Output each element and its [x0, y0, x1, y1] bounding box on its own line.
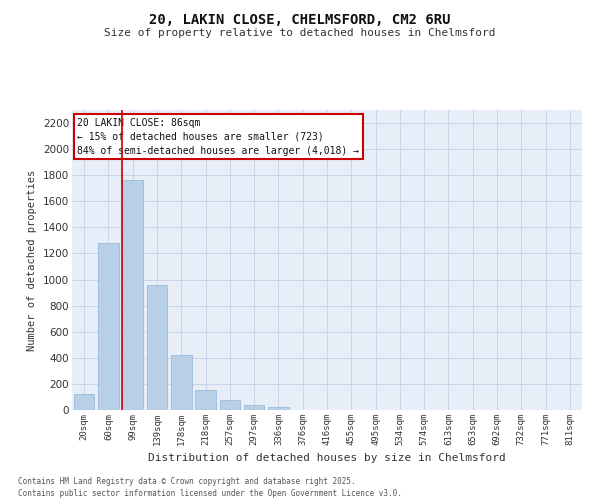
Bar: [74, 394, 94, 410]
Text: 20, LAKIN CLOSE, CHELMSFORD, CM2 6RU: 20, LAKIN CLOSE, CHELMSFORD, CM2 6RU: [149, 12, 451, 26]
Bar: [268, 408, 289, 410]
Bar: [98, 243, 119, 410]
Bar: [244, 406, 265, 410]
Text: 20 LAKIN CLOSE: 86sqm
← 15% of detached houses are smaller (723)
84% of semi-det: 20 LAKIN CLOSE: 86sqm ← 15% of detached …: [77, 118, 359, 156]
Bar: [122, 180, 143, 410]
Bar: [195, 390, 216, 410]
Text: Contains HM Land Registry data © Crown copyright and database right 2025.
Contai: Contains HM Land Registry data © Crown c…: [18, 476, 402, 498]
Y-axis label: Number of detached properties: Number of detached properties: [28, 170, 37, 350]
Bar: [171, 355, 191, 410]
Bar: [220, 400, 240, 410]
X-axis label: Distribution of detached houses by size in Chelmsford: Distribution of detached houses by size …: [148, 454, 506, 464]
Bar: [146, 285, 167, 410]
Text: Size of property relative to detached houses in Chelmsford: Size of property relative to detached ho…: [104, 28, 496, 38]
